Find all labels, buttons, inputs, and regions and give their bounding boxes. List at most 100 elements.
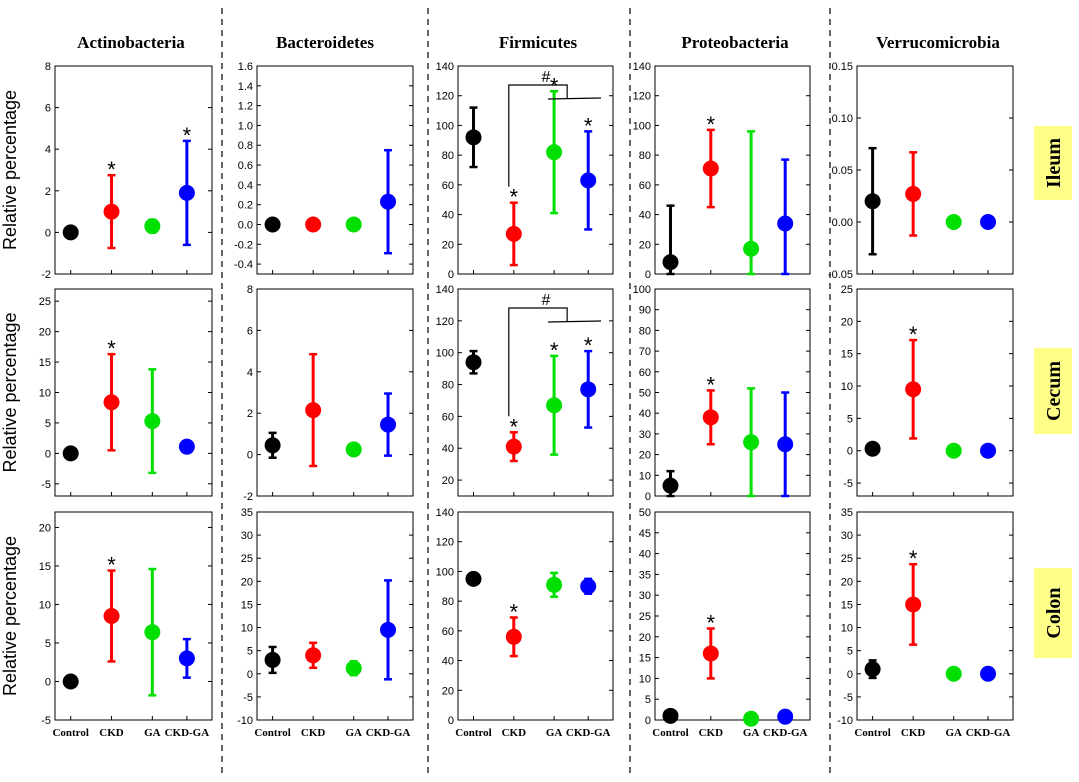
y-tick-label: 15 [841, 599, 853, 611]
y-tick-label: 2 [45, 186, 51, 198]
y-tick-label: 10 [639, 470, 651, 482]
data-point-control [864, 661, 881, 678]
y-tick-label: 40 [639, 408, 651, 420]
data-point-ckd [505, 628, 522, 645]
data-point-control [264, 437, 281, 454]
data-point-ckd-ga [580, 578, 597, 595]
y-tick-label: 4 [247, 367, 253, 379]
data-point-control [465, 354, 482, 371]
y-tick-label: 30 [241, 530, 253, 542]
x-tick-label-ckd-ga: CKD-GA [366, 727, 411, 739]
y-tick-label: 1.0 [238, 120, 253, 132]
data-point-ckd-ga [980, 214, 997, 230]
significance-star-ckd: * [909, 322, 918, 347]
y-tick-label: 20 [442, 239, 454, 251]
y-tick-label: 1.2 [238, 101, 253, 113]
y-tick-label: 35 [241, 507, 253, 519]
data-point-ckd [702, 160, 719, 177]
significance-star-ckd: * [107, 336, 116, 361]
y-tick-label: 30 [841, 530, 853, 542]
y-tick-label: 6 [45, 103, 51, 115]
data-point-ckd [702, 645, 719, 662]
data-point-ga [546, 397, 563, 414]
y-tick-label: 0.0 [238, 219, 253, 231]
y-tick-label: 10 [241, 623, 253, 635]
y-tick-label: 90 [639, 305, 651, 317]
y-tick-label: 25 [639, 611, 651, 623]
comparison-bracket-bar [548, 320, 602, 323]
y-tick-label: 40 [442, 210, 454, 222]
data-point-ga [546, 576, 563, 593]
y-tick-label: 0 [45, 676, 51, 688]
data-point-control [465, 129, 482, 146]
y-tick-label: 100 [436, 348, 454, 360]
y-tick-label: 120 [633, 91, 651, 103]
y-tick-label: 15 [241, 599, 253, 611]
x-tick-label-ckd: CKD [99, 727, 124, 739]
data-point-ckd-ga [980, 442, 997, 459]
y-tick-label: 1.4 [238, 81, 253, 93]
y-tick-label: 140 [633, 61, 651, 73]
x-tick-label-control: Control [254, 727, 290, 739]
panel-bacteroidetes-colon: -10 -5 0 5 10 15 20 25 30 35 Control CKD GA CKD-GA [237, 507, 414, 739]
data-point-control [264, 651, 281, 668]
data-point-control [662, 477, 679, 494]
y-tick-label: 30 [639, 590, 651, 602]
y-tick-label: -5 [843, 478, 853, 490]
y-tick-label: -10 [837, 715, 853, 727]
significance-star-ckd: * [510, 185, 519, 210]
panel-frame [54, 288, 213, 497]
y-tick-label: 140 [436, 61, 454, 73]
data-point-ckd-ga [980, 665, 997, 682]
y-tick-label: 25 [841, 553, 853, 565]
significance-star-ckd-ga: * [584, 333, 593, 358]
y-tick-label: 5 [847, 646, 853, 658]
region-label-bg-colon [1034, 568, 1072, 658]
x-tick-label-ckd-ga: CKD-GA [966, 727, 1011, 739]
data-point-control [62, 445, 79, 462]
data-point-ga [743, 434, 760, 451]
data-point-control [864, 193, 881, 210]
y-tick-label: 0 [448, 715, 454, 727]
y-tick-label: 50 [639, 388, 651, 400]
y-tick-label: 120 [436, 537, 454, 549]
y-tick-label: 80 [442, 150, 454, 162]
y-tick-label: 15 [39, 561, 51, 573]
column-title-firmicutes: Firmicutes [499, 33, 578, 52]
y-tick-label: 50 [639, 507, 651, 519]
x-tick-label-ckd: CKD [301, 727, 326, 739]
x-tick-label-ckd-ga: CKD-GA [763, 727, 808, 739]
data-point-ga [144, 218, 161, 235]
y-tick-label: 15 [639, 653, 651, 665]
y-tick-label: 0.4 [238, 180, 253, 192]
y-tick-label: -0.4 [234, 259, 253, 271]
panel-frame [856, 288, 1014, 497]
y-tick-label: 5 [247, 646, 253, 658]
panel-frame [256, 511, 414, 721]
x-tick-label-ckd: CKD [699, 727, 724, 739]
significance-star-ckd: * [510, 599, 519, 624]
panel-frame [54, 511, 213, 721]
data-point-ckd [505, 225, 522, 242]
y-tick-label: 10 [841, 381, 853, 393]
y-tick-label: 10 [639, 673, 651, 685]
data-point-control [62, 224, 79, 241]
data-point-ckd-ga [178, 650, 195, 667]
significance-star-ckd: * [707, 112, 716, 137]
data-point-ckd [305, 647, 322, 664]
y-tick-label: 100 [436, 566, 454, 578]
data-point-ckd-ga [178, 438, 195, 455]
y-tick-label: 25 [39, 296, 51, 308]
y-tick-label: 0.10 [832, 113, 853, 125]
data-point-ckd-ga [380, 416, 397, 433]
y-tick-label: 40 [442, 443, 454, 455]
y-tick-label: 80 [442, 596, 454, 608]
y-tick-label: 25 [841, 284, 853, 296]
y-tick-label: 120 [436, 316, 454, 328]
region-label-bg-cecum [1034, 348, 1072, 434]
y-tick-label: 20 [841, 576, 853, 588]
y-tick-label: 8 [247, 284, 253, 296]
x-tick-label-ga: GA [345, 727, 362, 739]
data-point-ckd-ga [580, 381, 597, 398]
data-point-ckd-ga [580, 172, 597, 189]
